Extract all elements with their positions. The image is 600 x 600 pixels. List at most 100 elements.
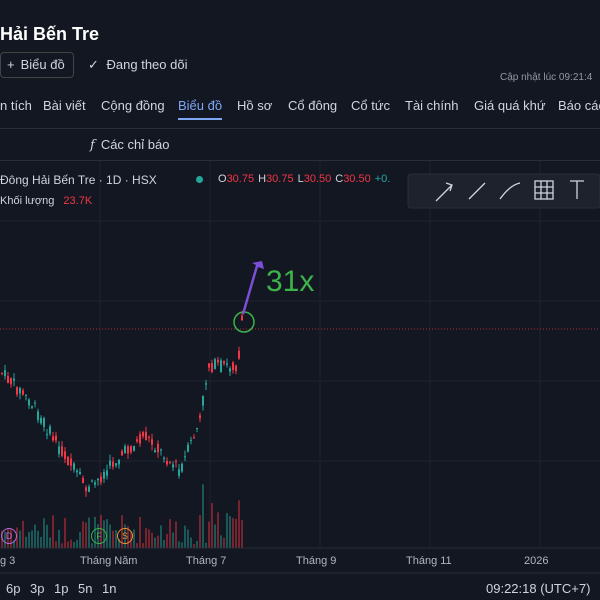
volume-bar [205,542,207,548]
candle-body [40,417,42,424]
candle-body [4,370,6,377]
tab[interactable]: Báo các [558,98,600,113]
candle-body [16,387,18,395]
candle-body [208,363,210,368]
volume-bar [88,517,90,548]
tab[interactable]: Biểu đồ [178,98,223,120]
ohlc-value: 30.75 [266,173,294,185]
candle-body [43,418,45,427]
candle-body [118,459,120,465]
volume-bar [226,513,228,548]
candle-body [217,359,219,363]
volume-bar [49,537,51,548]
volume-bar [76,539,78,548]
volume-bar [28,531,30,548]
candle-body [10,378,12,385]
candle-body [241,315,243,321]
candle-body [232,362,234,370]
volume-bar [190,537,192,548]
annotation: 31x [266,265,315,298]
candle-body [148,436,150,438]
tab[interactable]: n tích [0,98,32,113]
status-dot [196,176,203,183]
candle-body [28,399,30,406]
event-marker[interactable]: F [91,528,107,544]
candle-body [46,434,48,436]
tab[interactable]: Hồ sơ [237,98,273,113]
volume-bar [142,543,144,548]
tab[interactable]: Tài chính [405,98,459,113]
volume-bar [25,536,27,548]
candle-body [172,464,174,468]
volume-bar [154,537,156,548]
event-marker[interactable]: S [117,528,133,544]
volume-bar [148,529,150,548]
volume-bar [106,519,108,548]
volume-bar [37,530,39,548]
volume-bar [208,521,210,548]
timeframe[interactable]: 6p [6,581,21,596]
event-marker[interactable]: D [1,528,17,544]
x-tick-label: Tháng 11 [406,555,452,567]
candle-body [151,439,153,445]
volume-bar [46,524,48,548]
candle-body [109,460,111,466]
volume-bar [19,530,21,548]
volume-bar [217,512,219,548]
volume-bar [202,484,204,548]
tab[interactable]: Giá quá khứ [474,98,546,113]
candle-body [19,387,21,394]
ohlc-value: 30.50 [303,173,332,185]
candle-body [1,372,3,374]
tab[interactable]: Cổ tức [351,98,391,113]
candle-body [178,469,180,476]
timeframe[interactable]: 5n [78,581,93,596]
candle-body [130,446,132,453]
ohlc-key: L [297,173,304,185]
volume-bar [229,516,231,548]
volume-bar [151,532,153,548]
volume-bar [214,524,216,548]
volume-bar [58,529,60,548]
tab[interactable]: Bài viết [43,98,86,113]
volume-bar [238,500,240,548]
timeframe[interactable]: 1n [102,581,117,596]
candle-body [220,360,222,373]
candle-body [175,461,177,463]
indicators[interactable]: f Các chỉ báo [90,137,170,153]
candle-body [25,394,27,396]
candle-body [202,395,204,406]
volume-bar [223,537,225,548]
volume-bar [175,521,177,548]
volume-bar [61,543,63,548]
title: Hải Bến Tre [0,24,100,44]
candle-body [103,472,105,479]
candle-body [91,480,93,482]
volume-bar [220,535,222,548]
timeframe[interactable]: 3p [30,581,45,596]
candle-body [124,446,126,453]
timeframe[interactable]: 1p [54,581,69,596]
volume-label: Khối lượng [0,195,55,207]
chart-button-label: Biểu đồ [20,57,65,72]
volume-bar [16,527,18,548]
volume-bar [109,524,111,548]
candle-body [88,486,90,492]
candle-body [226,363,228,365]
volume-bar [43,518,45,548]
follow-button[interactable]: ✓ Đang theo dõi [88,57,188,72]
volume-bar [115,529,117,548]
candle-body [142,432,144,437]
volume-bar [31,530,33,548]
ohlc: O30.75 H30.75 L30.50 C30.50 +0. [218,173,390,185]
candle-body [7,375,9,383]
volume-bar [157,535,159,548]
ohlc-value: 30.75 [226,173,255,185]
chart-button[interactable]: + Biểu đồ [0,52,74,78]
symbol: Đông Hải Bến Tre · 1D · HSX [0,173,157,187]
volume-bar [67,541,69,548]
tab[interactable]: Cộng đồng [101,98,165,113]
candle-body [52,436,54,441]
tab[interactable]: Cổ đông [288,98,338,113]
